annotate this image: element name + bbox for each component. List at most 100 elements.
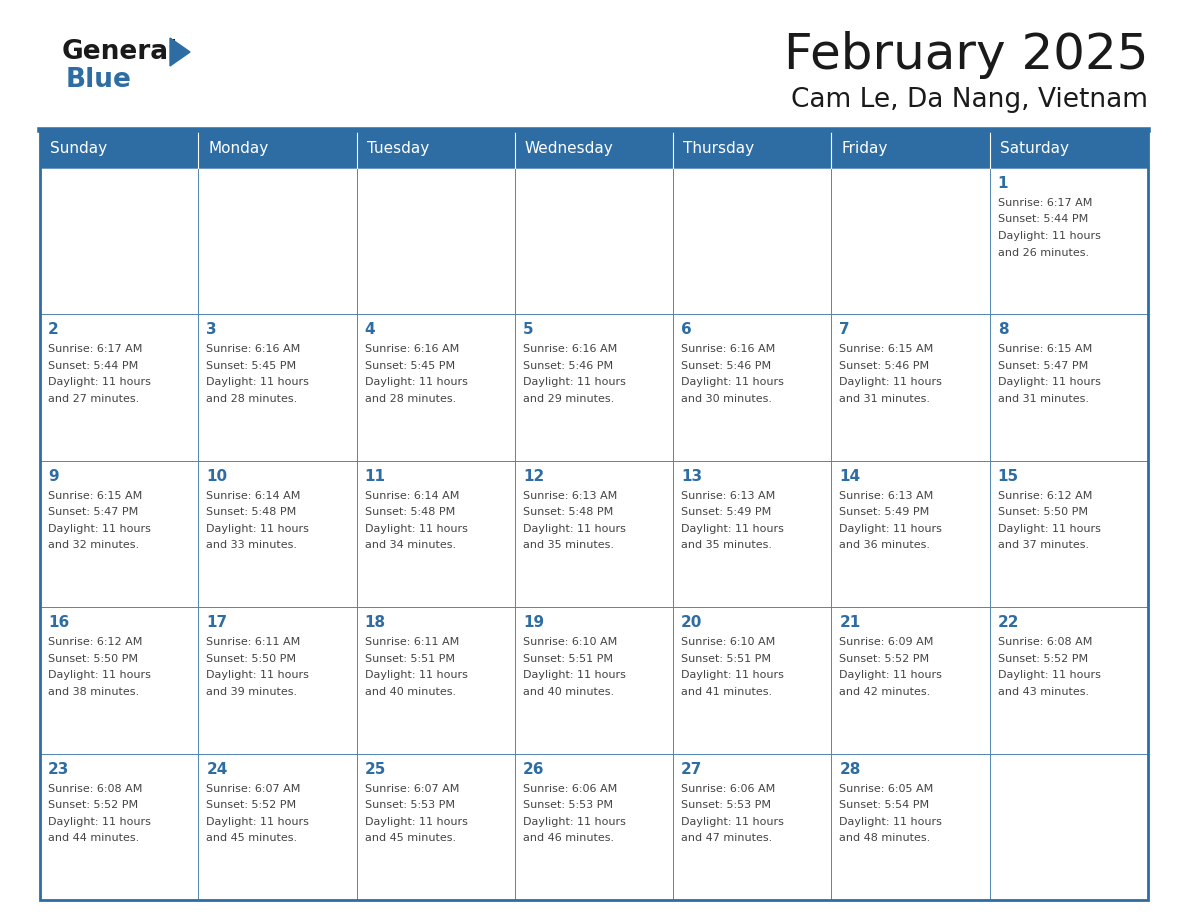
Text: and 45 minutes.: and 45 minutes. <box>207 834 297 843</box>
Text: and 26 minutes.: and 26 minutes. <box>998 248 1089 258</box>
Text: and 30 minutes.: and 30 minutes. <box>681 394 772 404</box>
Bar <box>356 607 514 754</box>
Text: Daylight: 11 hours: Daylight: 11 hours <box>998 524 1100 533</box>
Text: Sunrise: 6:08 AM: Sunrise: 6:08 AM <box>48 784 143 793</box>
Text: Sunset: 5:52 PM: Sunset: 5:52 PM <box>48 800 138 810</box>
Text: General: General <box>62 39 178 65</box>
Text: Sunrise: 6:16 AM: Sunrise: 6:16 AM <box>523 344 617 354</box>
Bar <box>674 754 832 900</box>
Text: and 40 minutes.: and 40 minutes. <box>523 687 614 697</box>
Text: 20: 20 <box>681 615 702 630</box>
Text: 3: 3 <box>207 322 217 338</box>
Bar <box>356 754 514 900</box>
Bar <box>674 607 832 754</box>
Text: Sunset: 5:52 PM: Sunset: 5:52 PM <box>998 654 1088 664</box>
Bar <box>674 314 832 461</box>
Text: Sunset: 5:46 PM: Sunset: 5:46 PM <box>523 361 613 371</box>
Text: Daylight: 11 hours: Daylight: 11 hours <box>523 817 626 826</box>
Text: and 41 minutes.: and 41 minutes. <box>681 687 772 697</box>
Text: Daylight: 11 hours: Daylight: 11 hours <box>681 524 784 533</box>
Bar <box>40 130 198 168</box>
Text: 1: 1 <box>998 176 1009 191</box>
Bar <box>674 130 832 168</box>
Text: Daylight: 11 hours: Daylight: 11 hours <box>840 377 942 387</box>
Text: Cam Le, Da Nang, Vietnam: Cam Le, Da Nang, Vietnam <box>791 87 1148 113</box>
Text: 27: 27 <box>681 762 702 777</box>
Bar <box>990 168 1148 314</box>
Text: 18: 18 <box>365 615 386 630</box>
Text: Sunset: 5:44 PM: Sunset: 5:44 PM <box>48 361 138 371</box>
Bar <box>990 130 1148 168</box>
Text: and 32 minutes.: and 32 minutes. <box>48 541 139 550</box>
Bar <box>356 168 514 314</box>
Text: Sunrise: 6:06 AM: Sunrise: 6:06 AM <box>523 784 617 793</box>
Text: Sunday: Sunday <box>50 141 107 156</box>
Text: Daylight: 11 hours: Daylight: 11 hours <box>207 524 309 533</box>
Bar <box>198 754 356 900</box>
Text: Sunrise: 6:12 AM: Sunrise: 6:12 AM <box>48 637 143 647</box>
Text: 24: 24 <box>207 762 228 777</box>
Text: Sunrise: 6:10 AM: Sunrise: 6:10 AM <box>681 637 776 647</box>
Bar <box>40 168 198 314</box>
Text: Sunset: 5:44 PM: Sunset: 5:44 PM <box>998 215 1088 225</box>
Text: Daylight: 11 hours: Daylight: 11 hours <box>998 231 1100 241</box>
Bar <box>990 314 1148 461</box>
Text: Sunset: 5:53 PM: Sunset: 5:53 PM <box>365 800 455 810</box>
Text: 25: 25 <box>365 762 386 777</box>
Bar <box>198 607 356 754</box>
Bar <box>990 607 1148 754</box>
Text: Sunrise: 6:13 AM: Sunrise: 6:13 AM <box>523 491 617 501</box>
Bar <box>40 130 1148 900</box>
Text: Sunset: 5:51 PM: Sunset: 5:51 PM <box>523 654 613 664</box>
Text: 7: 7 <box>840 322 851 338</box>
Text: Sunrise: 6:14 AM: Sunrise: 6:14 AM <box>365 491 459 501</box>
Text: Sunset: 5:48 PM: Sunset: 5:48 PM <box>207 508 297 518</box>
Text: and 45 minutes.: and 45 minutes. <box>365 834 456 843</box>
Polygon shape <box>170 38 190 66</box>
Text: 28: 28 <box>840 762 861 777</box>
Bar <box>514 607 674 754</box>
Text: Daylight: 11 hours: Daylight: 11 hours <box>365 377 467 387</box>
Text: Sunrise: 6:05 AM: Sunrise: 6:05 AM <box>840 784 934 793</box>
Text: Sunset: 5:50 PM: Sunset: 5:50 PM <box>48 654 138 664</box>
Bar <box>832 168 990 314</box>
Text: 6: 6 <box>681 322 691 338</box>
Text: Sunset: 5:53 PM: Sunset: 5:53 PM <box>523 800 613 810</box>
Text: Sunset: 5:52 PM: Sunset: 5:52 PM <box>207 800 297 810</box>
Text: and 46 minutes.: and 46 minutes. <box>523 834 614 843</box>
Text: Daylight: 11 hours: Daylight: 11 hours <box>681 817 784 826</box>
Text: and 37 minutes.: and 37 minutes. <box>998 541 1089 550</box>
Text: Daylight: 11 hours: Daylight: 11 hours <box>523 524 626 533</box>
Bar <box>514 461 674 607</box>
Text: February 2025: February 2025 <box>784 31 1148 79</box>
Text: Daylight: 11 hours: Daylight: 11 hours <box>207 670 309 680</box>
Text: 11: 11 <box>365 469 386 484</box>
Text: 9: 9 <box>48 469 58 484</box>
Text: Sunset: 5:51 PM: Sunset: 5:51 PM <box>681 654 771 664</box>
Text: Daylight: 11 hours: Daylight: 11 hours <box>207 817 309 826</box>
Text: Sunrise: 6:07 AM: Sunrise: 6:07 AM <box>365 784 459 793</box>
Text: Sunrise: 6:08 AM: Sunrise: 6:08 AM <box>998 637 1092 647</box>
Text: Sunrise: 6:07 AM: Sunrise: 6:07 AM <box>207 784 301 793</box>
Text: Daylight: 11 hours: Daylight: 11 hours <box>48 377 151 387</box>
Text: Wednesday: Wednesday <box>525 141 614 156</box>
Text: 19: 19 <box>523 615 544 630</box>
Text: Thursday: Thursday <box>683 141 754 156</box>
Text: Sunrise: 6:14 AM: Sunrise: 6:14 AM <box>207 491 301 501</box>
Text: and 31 minutes.: and 31 minutes. <box>998 394 1088 404</box>
Text: and 28 minutes.: and 28 minutes. <box>207 394 297 404</box>
Text: 15: 15 <box>998 469 1019 484</box>
Bar <box>514 754 674 900</box>
Text: Sunset: 5:51 PM: Sunset: 5:51 PM <box>365 654 455 664</box>
Text: Sunset: 5:47 PM: Sunset: 5:47 PM <box>998 361 1088 371</box>
Bar <box>674 461 832 607</box>
Bar <box>356 130 514 168</box>
Text: Sunset: 5:52 PM: Sunset: 5:52 PM <box>840 654 929 664</box>
Bar <box>990 461 1148 607</box>
Text: 16: 16 <box>48 615 69 630</box>
Text: Daylight: 11 hours: Daylight: 11 hours <box>681 377 784 387</box>
Text: and 40 minutes.: and 40 minutes. <box>365 687 456 697</box>
Text: and 35 minutes.: and 35 minutes. <box>523 541 614 550</box>
Bar <box>990 754 1148 900</box>
Text: and 33 minutes.: and 33 minutes. <box>207 541 297 550</box>
